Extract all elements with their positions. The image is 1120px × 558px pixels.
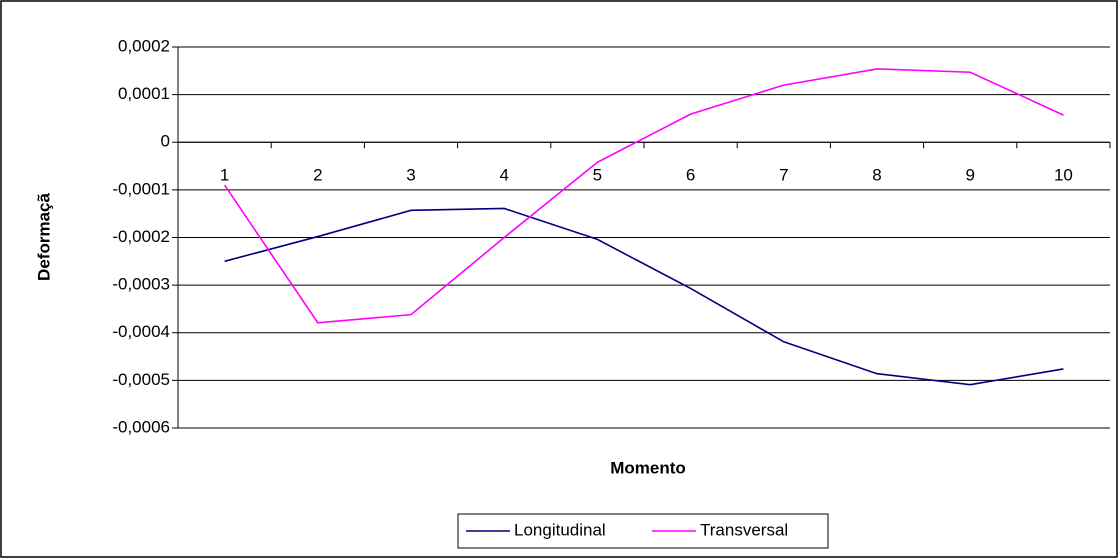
x-tick-label: 3 xyxy=(406,166,415,185)
y-tick-label: 0 xyxy=(161,132,170,151)
x-axis-title: Momento xyxy=(610,458,686,477)
legend-label: Longitudinal xyxy=(514,520,606,539)
y-tick-label: -0,0006 xyxy=(112,417,170,436)
line-series xyxy=(224,207,1064,386)
x-tick-label: 1 xyxy=(220,166,229,185)
y-tick-label: 0,0002 xyxy=(118,36,170,55)
x-tick-label: 7 xyxy=(779,166,788,185)
x-tick-label: 2 xyxy=(313,166,322,185)
x-tick-label: 5 xyxy=(593,166,602,185)
legend-label: Transversal xyxy=(700,520,788,539)
x-tick-label: 4 xyxy=(499,166,508,185)
y-tick-label: 0,0001 xyxy=(118,84,170,103)
legend-box xyxy=(457,513,829,549)
y-tick-label: -0,0003 xyxy=(112,275,170,294)
x-tick-label: 8 xyxy=(872,166,881,185)
x-tick-label: 9 xyxy=(965,166,974,185)
x-tick-label: 6 xyxy=(686,166,695,185)
y-tick-label: -0,0001 xyxy=(112,179,170,198)
y-tick-label: -0,0005 xyxy=(112,370,170,389)
y-tick-label: -0,0004 xyxy=(112,322,170,341)
y-axis-title: Deformaçã xyxy=(34,193,53,281)
y-tick-label: -0,0002 xyxy=(112,227,170,246)
x-tick-label: 10 xyxy=(1054,166,1073,185)
line-series xyxy=(223,68,1064,324)
